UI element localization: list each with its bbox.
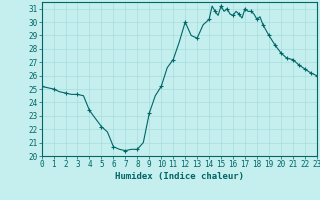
X-axis label: Humidex (Indice chaleur): Humidex (Indice chaleur): [115, 172, 244, 181]
